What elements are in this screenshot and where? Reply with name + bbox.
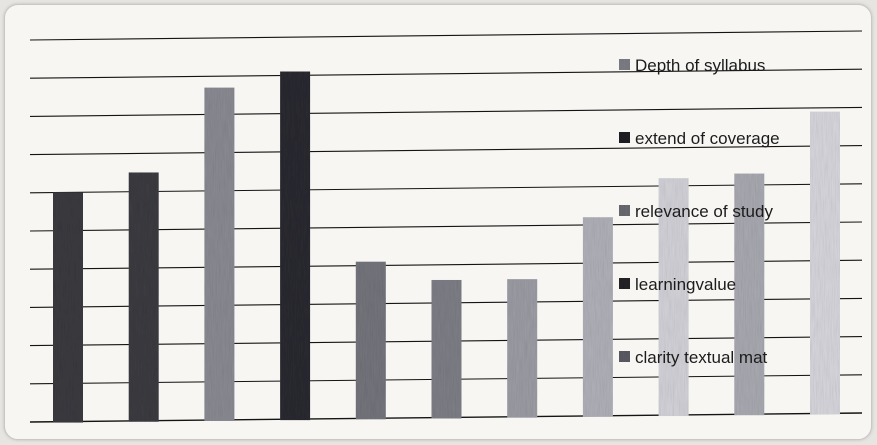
legend-label: learningvalue: [635, 275, 736, 294]
legend-label: clarity textual mat: [635, 348, 768, 367]
bar: [53, 192, 83, 423]
gridline: [29, 259, 863, 270]
legend-label: Depth of syllabus: [635, 56, 765, 75]
gridline: [29, 30, 863, 41]
legend-swatch: [619, 278, 630, 289]
legend: Depth of syllabus extend of coverage relev…: [619, 56, 780, 367]
legend-swatch: [619, 351, 630, 362]
bar: [431, 279, 462, 419]
gridline: [29, 106, 863, 117]
bar: [810, 111, 840, 415]
legend-label: extend of coverage: [635, 129, 780, 148]
legend-label: relevance of study: [635, 202, 773, 221]
bar: [734, 173, 765, 416]
bar: [128, 172, 159, 422]
bar: [507, 279, 538, 418]
bar: [658, 178, 689, 417]
legend-swatch: [619, 132, 630, 143]
gridline: [29, 183, 863, 194]
legend-swatch: [619, 59, 630, 70]
legend-swatch: [619, 205, 630, 216]
bar-series: [53, 71, 840, 423]
gridlines: [29, 30, 863, 423]
bar: [355, 261, 386, 420]
gridline: [29, 145, 863, 156]
bar: [582, 217, 613, 417]
bar: [280, 71, 311, 421]
gridline: [29, 221, 863, 232]
bar: [204, 87, 235, 421]
gridline: [29, 68, 863, 79]
